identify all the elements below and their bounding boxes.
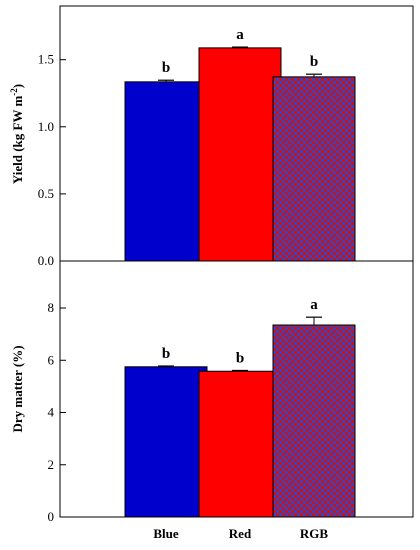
y-tick-label: 1.5 <box>38 52 54 67</box>
y-tick-label: 1.0 <box>38 119 54 134</box>
bar-red <box>198 370 282 518</box>
significance-label-rgb: b <box>310 54 318 70</box>
significance-label-blue: b <box>162 60 170 76</box>
y-tick-label: 6 <box>48 352 55 367</box>
x-category-labels: Blue Red RGB <box>153 526 328 541</box>
bar-red <box>198 47 282 262</box>
yield-y-axis-label: Yield (kg FW m-2) <box>9 84 25 184</box>
y-tick-label: 0 <box>48 509 55 524</box>
significance-label-blue: b <box>162 346 170 362</box>
x-tick-label-red: Red <box>229 526 252 541</box>
yield-y-ticks: 0.0 0.5 1.0 1.5 <box>38 52 66 268</box>
bar-rgb <box>272 324 356 518</box>
x-tick-label-rgb: RGB <box>300 526 329 541</box>
drymatter-bars: b b a <box>124 297 356 518</box>
bar-blue <box>124 366 208 518</box>
x-tick-label-blue: Blue <box>153 526 179 541</box>
y-tick-label: 8 <box>48 300 55 315</box>
yield-bars: b a b <box>124 27 356 262</box>
drymatter-chart: Dry matter (%) 0 2 4 6 8 b b a <box>10 297 356 524</box>
bar-blue <box>124 81 208 262</box>
significance-label-red: a <box>236 27 244 43</box>
y-tick-label: 4 <box>48 405 55 420</box>
bar-rgb <box>272 76 356 262</box>
y-tick-label: 0.5 <box>38 186 54 201</box>
drymatter-y-axis-label: Dry matter (%) <box>10 345 25 432</box>
significance-label-rgb: a <box>310 297 318 313</box>
y-tick-label: 0.0 <box>38 253 54 268</box>
drymatter-y-ticks: 0 2 4 6 8 <box>48 300 66 524</box>
y-tick-label: 2 <box>48 457 55 472</box>
yield-chart: Yield (kg FW m-2) 0.0 0.5 1.0 1.5 b a b <box>9 27 356 268</box>
significance-label-red: b <box>236 350 244 366</box>
